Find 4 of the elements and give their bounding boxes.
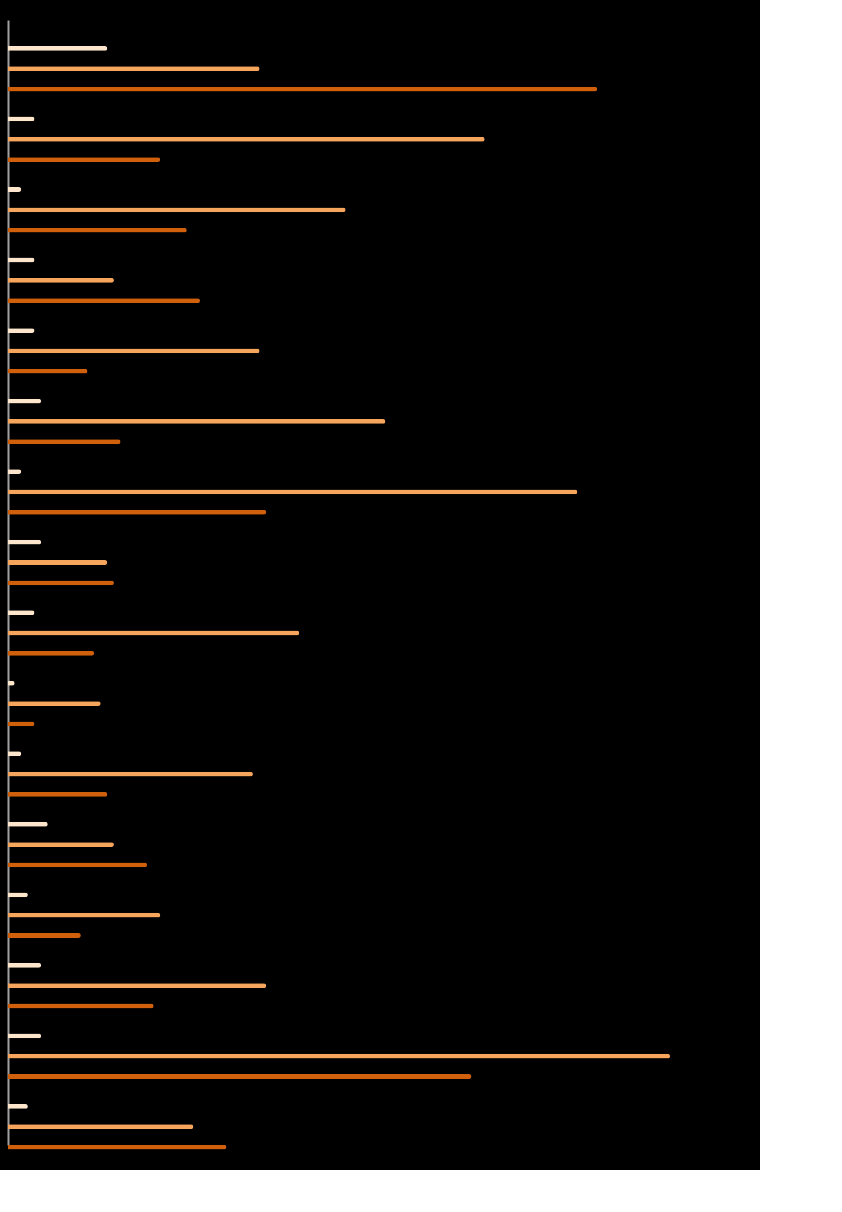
bar xyxy=(8,933,81,938)
bar xyxy=(8,1074,472,1079)
bar xyxy=(8,560,108,565)
bar xyxy=(8,187,22,192)
